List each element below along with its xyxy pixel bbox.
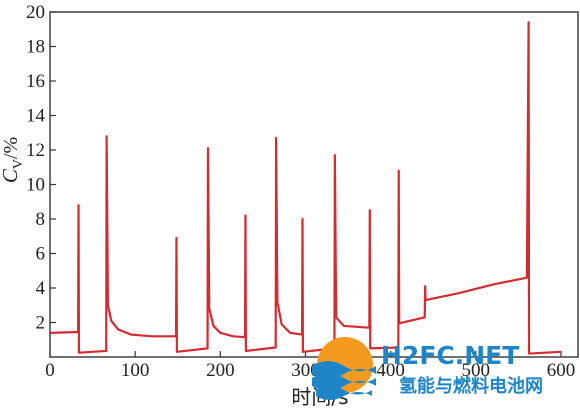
y-tick-label: 20 xyxy=(26,2,45,23)
x-tick-label: 0 xyxy=(45,360,55,381)
plot-frame xyxy=(49,11,579,358)
y-tick-label: 14 xyxy=(26,106,46,127)
ticks: 0 100 200 300 400 500 600 2 4 6 8 10 12 14 16 18 20 xyxy=(26,2,575,381)
y-axis-title: CV/% xyxy=(0,137,26,183)
watermark-logo: H2FC.NET 氢能与燃料电池网 xyxy=(312,337,543,400)
x-tick-label: 200 xyxy=(206,360,235,381)
x-tick-label: 500 xyxy=(462,360,491,381)
y-tick-label: 12 xyxy=(26,140,45,161)
watermark-wave-icon-3 xyxy=(316,385,372,400)
y-axis-title-main: C xyxy=(0,168,22,183)
x-tick-label: 300 xyxy=(291,360,320,381)
x-tick-label: 600 xyxy=(547,360,576,381)
y-tick-label: 10 xyxy=(26,175,45,196)
y-axis-title-sub: V xyxy=(11,159,26,169)
y-tick-label: 18 xyxy=(26,37,45,58)
y-tick-label: 6 xyxy=(36,244,46,265)
watermark-line1: H2FC.NET xyxy=(381,341,519,370)
series-line-0 xyxy=(49,21,562,355)
x-tick-label: 100 xyxy=(121,360,150,381)
axes xyxy=(49,11,579,358)
y-axis-title-unit: /% xyxy=(0,137,22,159)
y-tick-label: 4 xyxy=(36,278,46,299)
y-tick-label: 16 xyxy=(26,71,45,92)
svg-text:CV/%: CV/% xyxy=(0,137,26,183)
series-layer xyxy=(49,21,562,355)
watermark-line2: 氢能与燃料电池网 xyxy=(399,375,543,397)
y-tick-label: 2 xyxy=(36,313,46,334)
x-tick-label: 400 xyxy=(376,360,405,381)
y-tick-label: 8 xyxy=(36,209,46,230)
